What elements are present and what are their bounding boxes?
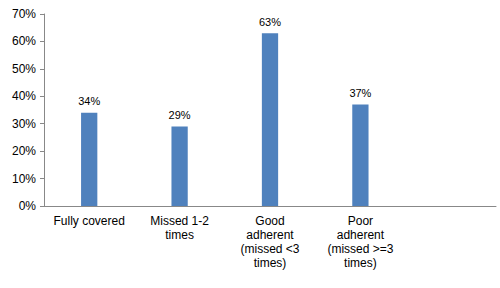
svg-text:60%: 60% [12, 34, 36, 48]
svg-text:times: times [165, 228, 194, 242]
svg-text:Poor: Poor [348, 214, 373, 228]
svg-text:50%: 50% [12, 62, 36, 76]
svg-text:40%: 40% [12, 89, 36, 103]
svg-text:37%: 37% [349, 87, 371, 99]
svg-text:10%: 10% [12, 172, 36, 186]
svg-text:Fully covered: Fully covered [54, 214, 125, 228]
svg-text:63%: 63% [259, 16, 281, 28]
svg-text:20%: 20% [12, 144, 36, 158]
svg-text:34%: 34% [78, 95, 100, 107]
svg-text:Good: Good [255, 214, 284, 228]
svg-text:30%: 30% [12, 117, 36, 131]
svg-text:29%: 29% [169, 109, 191, 121]
svg-text:times): times) [254, 256, 287, 270]
svg-text:0%: 0% [19, 199, 37, 213]
svg-text:70%: 70% [12, 7, 36, 21]
svg-text:adherent: adherent [337, 228, 385, 242]
svg-text:(missed <3: (missed <3 [240, 242, 299, 256]
svg-text:Missed 1-2: Missed 1-2 [150, 214, 209, 228]
svg-text:(missed >=3: (missed >=3 [327, 242, 393, 256]
svg-text:adherent: adherent [246, 228, 294, 242]
svg-text:times): times) [344, 256, 377, 270]
